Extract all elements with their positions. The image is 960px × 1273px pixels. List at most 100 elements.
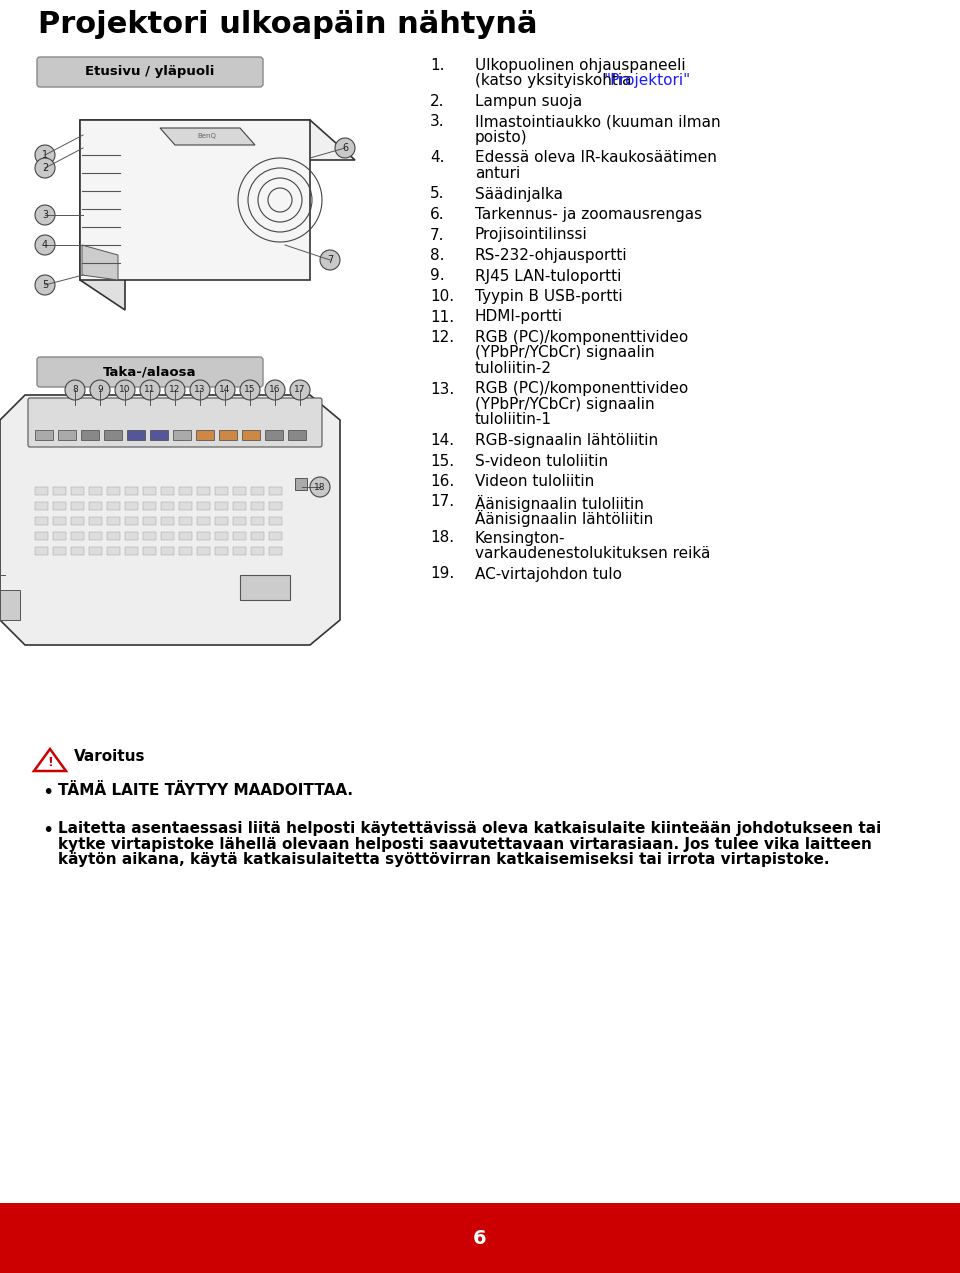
Bar [179,502,192,510]
Text: 12: 12 [169,386,180,395]
Text: 7: 7 [326,255,333,265]
Text: !: ! [47,756,53,769]
Text: (katso yksityiskohtia: (katso yksityiskohtia [475,74,636,89]
Bar [173,430,191,440]
Text: Taka-/alaosa: Taka-/alaosa [104,365,197,378]
Polygon shape [0,589,20,620]
Text: 18.: 18. [430,531,454,546]
Bar [143,532,156,540]
Text: Tarkennus- ja zoomausrengas: Tarkennus- ja zoomausrengas [475,207,702,222]
Text: Laitetta asentaessasi liitä helposti käytettävissä oleva katkaisulaite kiinteään: Laitetta asentaessasi liitä helposti käy… [58,821,881,836]
Bar [161,517,174,524]
Bar [179,488,192,495]
Circle shape [35,205,55,225]
Bar [71,517,84,524]
Bar [143,502,156,510]
Circle shape [310,477,330,496]
Text: 15: 15 [244,386,255,395]
Bar [233,517,246,524]
Bar [215,517,228,524]
Text: Äänisignaalin lähtöliitin: Äänisignaalin lähtöliitin [475,510,653,527]
Circle shape [335,137,355,158]
Text: Edessä oleva IR-kaukosäätimen: Edessä oleva IR-kaukosäätimen [475,150,717,165]
Text: Videon tuloliitin: Videon tuloliitin [475,474,594,489]
Bar [127,430,145,440]
Polygon shape [0,395,340,645]
Text: Tyypin B USB-portti: Tyypin B USB-portti [475,289,623,304]
Text: 9.: 9. [430,269,444,284]
Bar [215,547,228,555]
Bar [53,532,66,540]
Circle shape [190,381,210,400]
Text: 3.: 3. [430,115,444,130]
Bar [251,488,264,495]
Text: 5: 5 [42,280,48,290]
Bar [197,517,210,524]
Text: 4: 4 [42,241,48,250]
Text: Projektori ulkoapäin nähtynä: Projektori ulkoapäin nähtynä [38,10,538,39]
Text: 7.: 7. [430,228,444,242]
Bar [104,430,122,440]
Text: 13: 13 [194,386,205,395]
Bar [215,488,228,495]
Text: 16: 16 [269,386,280,395]
Bar [71,488,84,495]
Circle shape [35,145,55,165]
Text: 14.: 14. [430,433,454,448]
Polygon shape [80,120,310,280]
Text: Etusivu / yläpuoli: Etusivu / yläpuoli [85,65,215,79]
Circle shape [240,381,260,400]
Text: 14: 14 [219,386,230,395]
Bar [71,547,84,555]
Circle shape [35,158,55,178]
Bar [53,488,66,495]
Text: 8.: 8. [430,248,444,264]
Text: tuloliitin-2: tuloliitin-2 [475,362,552,376]
Bar [150,430,168,440]
Bar [71,502,84,510]
Polygon shape [80,120,125,311]
Polygon shape [80,120,355,160]
Bar [197,532,210,540]
Polygon shape [82,244,118,280]
FancyBboxPatch shape [37,356,263,387]
Bar [196,430,214,440]
Text: 2: 2 [42,163,48,173]
Text: 19.: 19. [430,566,454,582]
Text: anturi: anturi [475,165,520,181]
Text: 10.: 10. [430,289,454,304]
Circle shape [215,381,235,400]
Text: Ulkopuolinen ohjauspaneeli: Ulkopuolinen ohjauspaneeli [475,59,685,73]
Circle shape [35,275,55,295]
Text: 3: 3 [42,210,48,220]
Bar [269,488,282,495]
Text: BenQ: BenQ [198,132,216,139]
Bar [265,430,283,440]
Text: RGB (PC)/komponenttivideo: RGB (PC)/komponenttivideo [475,330,688,345]
Bar [53,502,66,510]
Text: S-videon tuloliitin: S-videon tuloliitin [475,453,608,468]
Text: Äänisignaalin tuloliitin: Äänisignaalin tuloliitin [475,494,644,512]
Text: 13.: 13. [430,382,454,396]
Circle shape [320,250,340,270]
Text: Säädinjalka: Säädinjalka [475,187,563,201]
Circle shape [265,381,285,400]
Bar [89,517,102,524]
Text: 6.: 6. [430,207,444,222]
Text: 16.: 16. [430,474,454,489]
Bar [89,502,102,510]
Text: 10: 10 [119,386,131,395]
Bar [125,517,138,524]
Bar [53,517,66,524]
Bar [71,532,84,540]
Bar [81,430,99,440]
Bar [89,547,102,555]
Text: 4.: 4. [430,150,444,165]
Circle shape [165,381,185,400]
Bar [35,517,48,524]
Text: Lampun suoja: Lampun suoja [475,94,583,109]
Bar [233,502,246,510]
Text: Ilmastointiaukko (kuuman ilman: Ilmastointiaukko (kuuman ilman [475,115,721,130]
Text: Kensington-: Kensington- [475,531,565,546]
Circle shape [35,236,55,255]
